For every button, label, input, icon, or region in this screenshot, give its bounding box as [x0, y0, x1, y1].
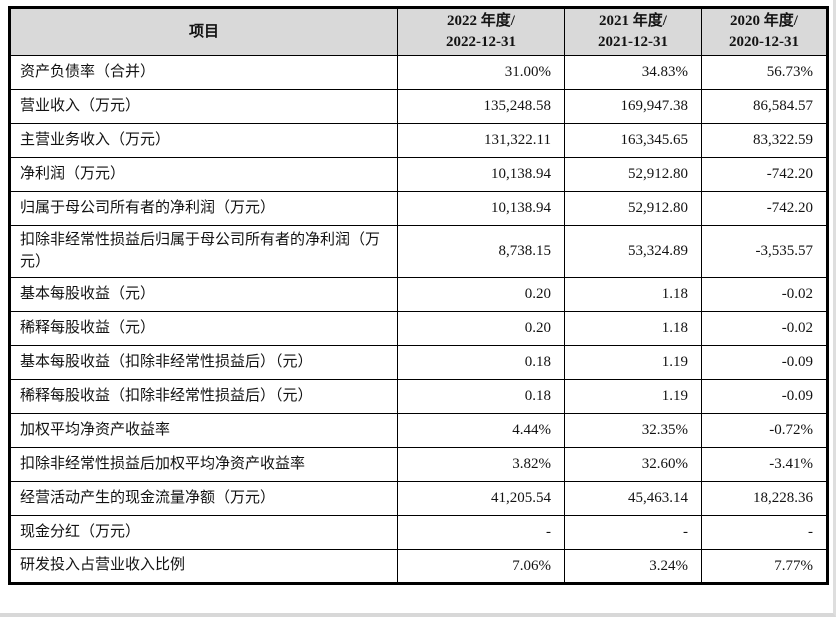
- value-2022: 7.06%: [397, 549, 565, 584]
- row-label: 营业收入（万元）: [9, 89, 398, 124]
- column-header-2021: 2021 年度/ 2021-12-31: [564, 7, 702, 56]
- value-2022: 0.18: [397, 379, 565, 414]
- value-2021: 1.18: [564, 311, 702, 346]
- table-row: 净利润（万元） 10,138.94 52,912.80 -742.20: [9, 157, 828, 192]
- column-header-2022: 2022 年度/ 2022-12-31: [397, 7, 565, 56]
- column-header-item: 项目: [9, 7, 398, 56]
- financial-summary-table: 项目 2022 年度/ 2022-12-31 2021 年度/ 2021-12-…: [8, 6, 829, 585]
- table-row: 经营活动产生的现金流量净额（万元） 41,205.54 45,463.14 18…: [9, 481, 828, 516]
- value-2021: 32.35%: [564, 413, 702, 448]
- row-label: 净利润（万元）: [9, 157, 398, 192]
- period-label-line1: 2022 年度/: [447, 13, 515, 29]
- row-label: 基本每股收益（元）: [9, 277, 398, 312]
- value-2022: 31.00%: [397, 55, 565, 90]
- row-label: 稀释每股收益（扣除非经常性损益后）（元）: [9, 379, 398, 414]
- value-2022: 0.18: [397, 345, 565, 380]
- table-row: 扣除非经常性损益后加权平均净资产收益率 3.82% 32.60% -3.41%: [9, 447, 828, 482]
- value-2021: 169,947.38: [564, 89, 702, 124]
- value-2022: 10,138.94: [397, 191, 565, 226]
- table-row: 主营业务收入（万元） 131,322.11 163,345.65 83,322.…: [9, 123, 828, 158]
- value-2021: 1.19: [564, 379, 702, 414]
- row-label: 现金分红（万元）: [9, 515, 398, 550]
- row-label: 归属于母公司所有者的净利润（万元）: [9, 191, 398, 226]
- header-row: 项目 2022 年度/ 2022-12-31 2021 年度/ 2021-12-…: [9, 7, 828, 56]
- table-row: 现金分红（万元） - - -: [9, 515, 828, 550]
- item-column-label: 项目: [188, 23, 219, 40]
- value-2021: 52,912.80: [564, 191, 702, 226]
- row-label: 稀释每股收益（元）: [9, 311, 398, 346]
- table-row: 资产负债率（合并） 31.00% 34.83% 56.73%: [9, 55, 828, 90]
- period-label-line2: 2021-12-31: [598, 34, 668, 50]
- value-2020: -0.02: [701, 277, 828, 312]
- table-row: 扣除非经常性损益后归属于母公司所有者的净利润（万元） 8,738.15 53,3…: [9, 225, 828, 278]
- period-label-line2: 2022-12-31: [446, 34, 516, 50]
- period-label-line1: 2021 年度/: [599, 13, 667, 29]
- value-2021: 3.24%: [564, 549, 702, 584]
- value-2022: 41,205.54: [397, 481, 565, 516]
- value-2020: -0.09: [701, 379, 828, 414]
- value-2022: 0.20: [397, 277, 565, 312]
- value-2020: -3.41%: [701, 447, 828, 482]
- value-2022: 8,738.15: [397, 225, 565, 278]
- value-2022: 4.44%: [397, 413, 565, 448]
- value-2020: -0.72%: [701, 413, 828, 448]
- table-body: 资产负债率（合并） 31.00% 34.83% 56.73% 营业收入（万元） …: [9, 55, 828, 584]
- period-label-line1: 2020 年度/: [730, 13, 798, 29]
- row-label: 基本每股收益（扣除非经常性损益后）（元）: [9, 345, 398, 380]
- value-2021: 34.83%: [564, 55, 702, 90]
- row-label: 加权平均净资产收益率: [9, 413, 398, 448]
- table-row: 加权平均净资产收益率 4.44% 32.35% -0.72%: [9, 413, 828, 448]
- row-label: 扣除非经常性损益后归属于母公司所有者的净利润（万元）: [9, 225, 398, 278]
- value-2021: 32.60%: [564, 447, 702, 482]
- value-2020: 7.77%: [701, 549, 828, 584]
- row-label: 扣除非经常性损益后加权平均净资产收益率: [9, 447, 398, 482]
- value-2021: 45,463.14: [564, 481, 702, 516]
- value-2020: -0.02: [701, 311, 828, 346]
- table-row: 归属于母公司所有者的净利润（万元） 10,138.94 52,912.80 -7…: [9, 191, 828, 226]
- value-2020: -0.09: [701, 345, 828, 380]
- value-2020: -742.20: [701, 157, 828, 192]
- value-2020: 86,584.57: [701, 89, 828, 124]
- value-2021: 163,345.65: [564, 123, 702, 158]
- table-row: 营业收入（万元） 135,248.58 169,947.38 86,584.57: [9, 89, 828, 124]
- value-2022: 3.82%: [397, 447, 565, 482]
- value-2020: -3,535.57: [701, 225, 828, 278]
- table-row: 研发投入占营业收入比例 7.06% 3.24% 7.77%: [9, 549, 828, 584]
- row-label: 资产负债率（合并）: [9, 55, 398, 90]
- row-label: 主营业务收入（万元）: [9, 123, 398, 158]
- value-2022: 10,138.94: [397, 157, 565, 192]
- table-header: 项目 2022 年度/ 2022-12-31 2021 年度/ 2021-12-…: [9, 7, 828, 56]
- table-row: 稀释每股收益（扣除非经常性损益后）（元） 0.18 1.19 -0.09: [9, 379, 828, 414]
- value-2022: 131,322.11: [397, 123, 565, 158]
- table-row: 基本每股收益（扣除非经常性损益后）（元） 0.18 1.19 -0.09: [9, 345, 828, 380]
- column-header-2020: 2020 年度/ 2020-12-31: [701, 7, 828, 56]
- value-2020: 18,228.36: [701, 481, 828, 516]
- table-row: 基本每股收益（元） 0.20 1.18 -0.02: [9, 277, 828, 312]
- value-2021: 52,912.80: [564, 157, 702, 192]
- value-2020: -: [701, 515, 828, 550]
- value-2021: 53,324.89: [564, 225, 702, 278]
- value-2021: -: [564, 515, 702, 550]
- value-2020: -742.20: [701, 191, 828, 226]
- value-2021: 1.19: [564, 345, 702, 380]
- value-2020: 56.73%: [701, 55, 828, 90]
- value-2022: -: [397, 515, 565, 550]
- table-row: 稀释每股收益（元） 0.20 1.18 -0.02: [9, 311, 828, 346]
- period-label-line2: 2020-12-31: [729, 34, 799, 50]
- row-label: 研发投入占营业收入比例: [9, 549, 398, 584]
- row-label: 经营活动产生的现金流量净额（万元）: [9, 481, 398, 516]
- value-2022: 0.20: [397, 311, 565, 346]
- value-2021: 1.18: [564, 277, 702, 312]
- value-2020: 83,322.59: [701, 123, 828, 158]
- value-2022: 135,248.58: [397, 89, 565, 124]
